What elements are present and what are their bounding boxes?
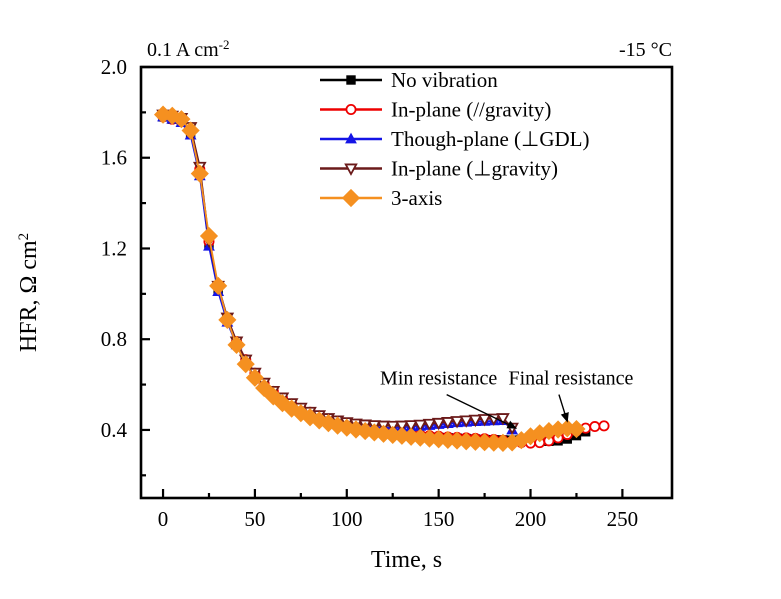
- data-point-marker: [181, 121, 200, 140]
- data-point-marker: [264, 387, 283, 406]
- x-tick-label: 150: [423, 507, 455, 531]
- data-point-marker: [441, 417, 455, 430]
- data-point-marker: [404, 420, 418, 433]
- x-axis: [161, 489, 624, 498]
- annotation-arrow-1: [446, 393, 518, 429]
- data-point-marker: [245, 368, 264, 387]
- data-point-marker: [413, 419, 428, 433]
- y-tick-label: 2.0: [101, 55, 127, 79]
- data-point-marker: [496, 413, 510, 426]
- data-point-marker: [589, 421, 601, 433]
- y-tick-label: 0.8: [101, 327, 127, 351]
- legend-label: Though-plane (⊥GDL): [391, 127, 590, 151]
- x-tick-label: 250: [607, 507, 639, 531]
- legend-label: In-plane (⊥gravity): [391, 157, 558, 181]
- current-density-label: 0.1 A cm-2: [147, 37, 230, 62]
- data-point-marker: [567, 419, 586, 439]
- legend-label: No vibration: [391, 68, 498, 92]
- data-point-marker: [345, 132, 357, 144]
- y-axis: [141, 65, 150, 477]
- x-tick-label: 200: [515, 507, 547, 531]
- data-point-marker: [468, 414, 483, 428]
- data-point-marker: [345, 104, 357, 116]
- data-point-marker: [341, 188, 361, 208]
- x-tick-label: 50: [244, 507, 265, 531]
- legend-item-3[interactable]: Though-plane (⊥GDL): [320, 127, 590, 151]
- plot-frame: [139, 65, 674, 500]
- y-tick-label: 0.4: [101, 418, 128, 442]
- annotation-label-1: Min resistance: [380, 368, 497, 390]
- data-point-marker: [163, 106, 182, 125]
- series-5: [153, 105, 586, 452]
- data-point-marker: [431, 417, 446, 431]
- data-point-marker: [172, 110, 191, 129]
- data-point-marker: [255, 378, 274, 398]
- temperature-label: -15 °C: [619, 39, 672, 61]
- legend-label: In-plane (//gravity): [391, 98, 551, 122]
- annotation-label-2: Final resistance: [508, 368, 633, 390]
- y-tick-label: 1.2: [101, 236, 127, 260]
- y-axis-title: HFR, Ω cm2: [16, 233, 42, 352]
- annotations: [446, 393, 569, 429]
- data-point-marker: [598, 420, 610, 432]
- data-point-marker: [209, 276, 228, 295]
- data-point-marker: [422, 418, 437, 432]
- x-axis-title: Time, s: [371, 547, 442, 573]
- legend-label: 3-axis: [391, 186, 442, 210]
- legend-item-1[interactable]: No vibration: [320, 68, 498, 92]
- data-point-marker: [227, 335, 246, 354]
- data-point-marker: [395, 420, 409, 434]
- data-point-marker: [236, 355, 255, 374]
- x-tick-label: 0: [158, 507, 169, 531]
- chart-legend: No vibration In-plane (//gravity) Though-p…: [320, 68, 590, 210]
- annotation-arrow-2: [558, 394, 569, 423]
- data-point-marker: [190, 164, 209, 183]
- legend-item-2[interactable]: In-plane (//gravity): [320, 98, 551, 122]
- legend-item-4[interactable]: In-plane (⊥gravity): [320, 157, 558, 181]
- data-point-marker: [199, 226, 219, 246]
- data-point-marker: [291, 404, 310, 423]
- data-point-marker: [450, 416, 464, 429]
- x-tick-label: 100: [331, 507, 363, 531]
- y-tick-label: 1.6: [101, 146, 127, 170]
- data-point-marker: [344, 163, 358, 176]
- data-point-marker: [477, 414, 492, 427]
- legend-item-5[interactable]: 3-axis: [320, 186, 442, 210]
- data-point-marker: [218, 310, 237, 330]
- data-point-marker: [459, 415, 474, 428]
- data-point-marker: [346, 75, 356, 85]
